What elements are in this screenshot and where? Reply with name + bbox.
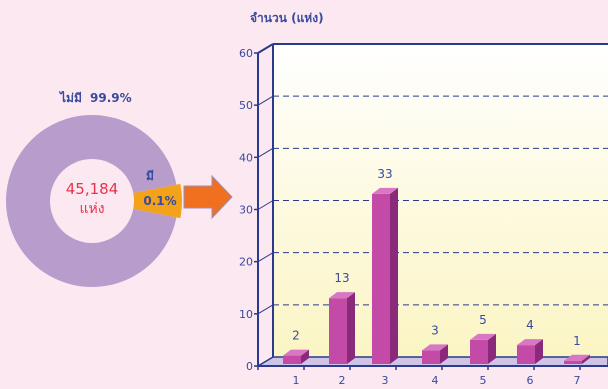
bar-front: [422, 350, 440, 364]
y-axis-title: จำนวน (แห่ง): [250, 11, 324, 25]
donut-label-has-percent: 0.1%: [143, 194, 176, 208]
bar-top: [329, 292, 355, 299]
x-tick-labels: 1 2 3 4 5 6 7: [293, 374, 581, 387]
y-tick-label: 40: [239, 151, 253, 164]
y-axis-depth-tick: [257, 304, 274, 315]
bar-top: [564, 354, 590, 361]
bar-top: [283, 349, 309, 356]
x-tick-label: 6: [527, 374, 534, 387]
bar-value-label: 4: [526, 318, 534, 332]
bar-front: [329, 298, 347, 364]
bar: [470, 333, 496, 364]
donut-center-value: 45,184: [66, 180, 119, 198]
y-tick-label: 0: [246, 360, 253, 373]
bar-value-label: 1: [573, 334, 581, 348]
x-tick-label: 1: [293, 374, 300, 387]
bar-value-label: 2: [292, 329, 300, 343]
x-tick-label: 2: [339, 374, 346, 387]
donut-hole: [50, 159, 134, 243]
bar-side: [347, 292, 355, 364]
bar-side: [582, 354, 590, 364]
y-tick-label: 30: [239, 204, 253, 217]
bar-top: [517, 339, 543, 346]
donut-slice-has: [92, 183, 183, 219]
y-axis-depth-tick: [257, 147, 274, 158]
axes: [254, 43, 608, 370]
y-tick-label: 10: [239, 308, 253, 321]
bar-value-label: 33: [377, 167, 392, 181]
arrow-icon: [183, 174, 233, 220]
bar-top: [470, 333, 496, 340]
bar-side: [301, 349, 309, 364]
y-axis-depth-tick: [257, 356, 274, 367]
bar: [329, 292, 355, 364]
bar-front: [283, 355, 301, 364]
bar-side: [390, 187, 398, 364]
donut-label-none-name: ไม่มี: [58, 90, 82, 105]
x-tick-label: 4: [432, 374, 439, 387]
bar-side: [440, 344, 448, 364]
bar-side: [488, 333, 496, 364]
y-axis-depth-tick: [257, 200, 274, 210]
bar: [283, 349, 309, 364]
x-tick-label: 5: [480, 374, 487, 387]
wall-top-edge: [257, 43, 274, 54]
y-axis-depth-tick: [257, 252, 274, 263]
bar-value-label: 3: [431, 323, 439, 337]
bar: [517, 339, 543, 364]
bar-front: [470, 339, 488, 364]
y-tick-labels: 0 10 20 30 40 50 60: [239, 47, 253, 373]
bar: [422, 344, 448, 364]
y-tick-label: 60: [239, 47, 253, 60]
plot-back-wall: [273, 44, 608, 357]
bar-value-label: 13: [334, 271, 349, 285]
y-tick-label: 50: [239, 99, 253, 112]
bar-side: [535, 339, 543, 364]
donut-center-unit: แห่ง: [79, 201, 104, 217]
bar: [564, 354, 590, 364]
donut-chart: 45,184 แห่ง ไม่มี 99.9% มี 0.1%: [6, 90, 183, 288]
bar: [372, 187, 398, 364]
donut-label-has-name: มี: [146, 169, 154, 183]
y-tick-label: 20: [239, 256, 253, 269]
bar-top: [372, 187, 398, 194]
donut-label-none-percent: 99.9%: [90, 91, 132, 105]
bar-value-label: 5: [479, 313, 487, 327]
donut-label-none: ไม่มี 99.9%: [58, 90, 132, 105]
bar-top: [422, 344, 448, 351]
x-tick-label: 3: [382, 374, 389, 387]
bar-front: [372, 193, 390, 364]
bar-front: [564, 360, 582, 364]
x-tick-label: 7: [574, 374, 581, 387]
y-axis-depth-tick: [257, 95, 274, 106]
bar-front: [517, 345, 535, 364]
